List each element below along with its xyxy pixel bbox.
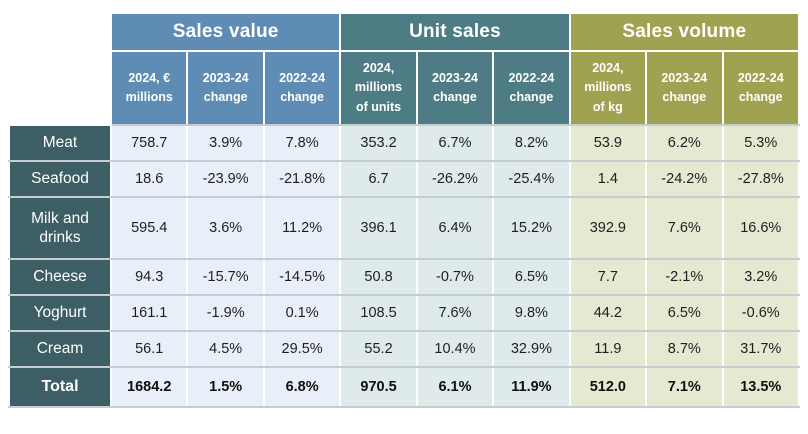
data-cell: -24.2% — [645, 160, 724, 198]
table-body: Meat 758.7 3.9% 7.8% 353.2 6.7% 8.2% 53.… — [8, 124, 800, 408]
data-cell: 11.9 — [568, 330, 648, 368]
data-cell: 1.4 — [568, 160, 648, 198]
data-cell: -21.8% — [262, 160, 342, 198]
row-label: Meat — [8, 124, 112, 162]
data-cell: -0.6% — [721, 294, 800, 332]
row-label: Cheese — [8, 258, 112, 296]
data-cell: 3.6% — [186, 196, 265, 260]
data-cell: -0.7% — [415, 258, 495, 296]
data-cell-total: 7.1% — [645, 366, 724, 408]
data-cell: 18.6 — [109, 160, 189, 198]
data-cell-total: 512.0 — [568, 366, 648, 408]
data-cell: 6.2% — [645, 124, 724, 162]
table-header: Sales value Unit sales Sales volume 2024… — [8, 12, 801, 126]
table-row-seafood: Seafood 18.6 -23.9% -21.8% 6.7 -26.2% -2… — [8, 160, 800, 198]
data-cell-total: 11.9% — [492, 366, 571, 408]
data-cell: 8.2% — [492, 124, 571, 162]
data-cell: 31.7% — [721, 330, 800, 368]
data-cell-total: 6.8% — [262, 366, 342, 408]
row-label: Seafood — [8, 160, 112, 198]
data-cell: 10.4% — [415, 330, 495, 368]
data-cell: 7.6% — [415, 294, 495, 332]
data-cell: 161.1 — [109, 294, 189, 332]
data-cell: -23.9% — [186, 160, 265, 198]
column-header-2023-24-change: 2023-24 change — [186, 50, 265, 126]
column-header-2024-millions-kg: 2024, millions of kg — [568, 50, 648, 126]
row-label: Yoghurt — [8, 294, 112, 332]
data-cell: -27.8% — [721, 160, 800, 198]
table-row-meat: Meat 758.7 3.9% 7.8% 353.2 6.7% 8.2% 53.… — [8, 124, 800, 162]
column-header-2022-24-change: 2022-24 change — [262, 50, 342, 126]
data-cell: 5.3% — [721, 124, 800, 162]
data-cell: 55.2 — [339, 330, 418, 368]
data-cell: 6.5% — [645, 294, 724, 332]
column-header-2024-millions-units: 2024, millions of units — [339, 50, 418, 126]
data-cell-total: 1684.2 — [109, 366, 189, 408]
data-cell: 4.5% — [186, 330, 265, 368]
table-row-milk-and-drinks: Milk and drinks 595.4 3.6% 11.2% 396.1 6… — [8, 196, 800, 260]
data-cell: 0.1% — [262, 294, 342, 332]
data-cell-total: 1.5% — [186, 366, 265, 408]
group-header-sales-value: Sales value — [109, 12, 342, 52]
data-cell: 50.8 — [339, 258, 418, 296]
data-cell-total: 6.1% — [415, 366, 495, 408]
data-cell: 396.1 — [339, 196, 418, 260]
data-cell: 7.7 — [568, 258, 648, 296]
column-header-2023-24-change: 2023-24 change — [645, 50, 724, 126]
data-cell: 44.2 — [568, 294, 648, 332]
group-header-sales-volume: Sales volume — [568, 12, 801, 52]
data-cell: -2.1% — [645, 258, 724, 296]
data-cell: 56.1 — [109, 330, 189, 368]
data-cell-total: 970.5 — [339, 366, 418, 408]
data-cell: 15.2% — [492, 196, 571, 260]
table-row-yoghurt: Yoghurt 161.1 -1.9% 0.1% 108.5 7.6% 9.8%… — [8, 294, 800, 332]
data-cell: 392.9 — [568, 196, 648, 260]
data-cell: 6.7 — [339, 160, 418, 198]
group-header-unit-sales: Unit sales — [339, 12, 571, 52]
data-cell: 53.9 — [568, 124, 648, 162]
table-row-cheese: Cheese 94.3 -15.7% -14.5% 50.8 -0.7% 6.5… — [8, 258, 800, 296]
data-cell: 16.6% — [721, 196, 800, 260]
data-cell: 9.8% — [492, 294, 571, 332]
data-cell: 94.3 — [109, 258, 189, 296]
data-cell: 6.4% — [415, 196, 495, 260]
data-cell: 7.6% — [645, 196, 724, 260]
column-header-row: 2024, € millions 2023-24 change 2022-24 … — [9, 50, 800, 126]
column-header-2024-eur-millions: 2024, € millions — [109, 50, 189, 126]
data-cell: -26.2% — [415, 160, 495, 198]
data-cell: -25.4% — [492, 160, 571, 198]
column-header-2022-24-change: 2022-24 change — [721, 50, 800, 126]
data-cell: -1.9% — [186, 294, 265, 332]
data-cell: 758.7 — [109, 124, 189, 162]
data-cell: 32.9% — [492, 330, 571, 368]
row-label-total: Total — [8, 366, 112, 408]
data-cell: 7.8% — [262, 124, 342, 162]
row-label: Milk and drinks — [8, 196, 112, 260]
row-label: Cream — [8, 330, 112, 368]
corner-cell — [8, 12, 112, 126]
data-cell: -14.5% — [262, 258, 342, 296]
data-cell: 6.7% — [415, 124, 495, 162]
data-cell: 353.2 — [339, 124, 418, 162]
data-cell: 29.5% — [262, 330, 342, 368]
sales-statistics-table: Sales value Unit sales Sales volume 2024… — [8, 12, 801, 408]
data-cell: 108.5 — [339, 294, 418, 332]
data-cell: 11.2% — [262, 196, 342, 260]
data-cell: -15.7% — [186, 258, 265, 296]
data-cell: 3.2% — [721, 258, 800, 296]
data-cell: 3.9% — [186, 124, 265, 162]
table-row-total: Total 1684.2 1.5% 6.8% 970.5 6.1% 11.9% … — [8, 366, 800, 408]
column-header-2022-24-change: 2022-24 change — [492, 50, 571, 126]
data-cell: 595.4 — [109, 196, 189, 260]
column-header-2023-24-change: 2023-24 change — [415, 50, 495, 126]
group-header-row: Sales value Unit sales Sales volume — [8, 12, 801, 126]
data-cell: 8.7% — [645, 330, 724, 368]
data-cell-total: 13.5% — [721, 366, 800, 408]
table-row-cream: Cream 56.1 4.5% 29.5% 55.2 10.4% 32.9% 1… — [8, 330, 800, 368]
data-cell: 6.5% — [492, 258, 571, 296]
